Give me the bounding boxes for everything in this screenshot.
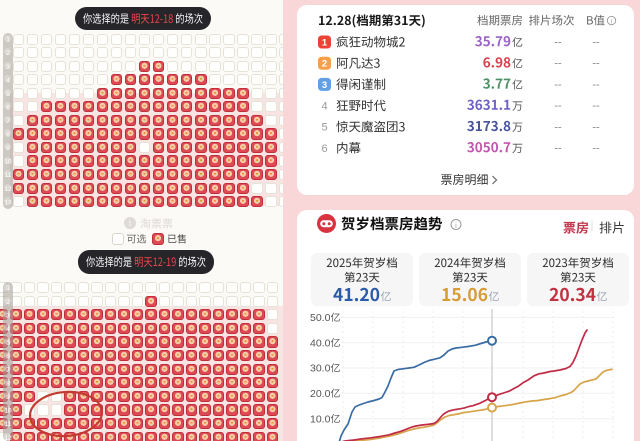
svg-text:1: 1 — [6, 37, 10, 44]
svg-text:8: 8 — [6, 132, 10, 139]
svg-text:6: 6 — [6, 105, 10, 112]
svg-text:--: -- — [592, 143, 600, 155]
svg-text:9: 9 — [6, 145, 10, 152]
svg-text:13: 13 — [4, 199, 12, 206]
svg-text:--: -- — [592, 121, 600, 133]
svg-text:--: -- — [554, 121, 562, 133]
svg-text:2: 2 — [6, 299, 10, 306]
svg-text:5: 5 — [6, 91, 10, 98]
svg-text:2: 2 — [6, 50, 10, 57]
svg-text:--: -- — [592, 100, 600, 112]
svg-text:--: -- — [592, 58, 600, 70]
svg-text:4: 4 — [6, 326, 10, 333]
svg-text:--: -- — [592, 79, 600, 91]
svg-text:--: -- — [554, 143, 562, 155]
svg-text:4: 4 — [321, 101, 327, 113]
svg-text:10: 10 — [4, 408, 12, 415]
svg-text:12: 12 — [4, 435, 12, 441]
svg-text:4: 4 — [6, 77, 10, 84]
svg-text:3: 3 — [6, 312, 10, 319]
svg-text:6: 6 — [321, 143, 327, 155]
svg-text:t: t — [129, 219, 132, 228]
svg-text:1: 1 — [322, 37, 328, 48]
svg-text:5: 5 — [6, 340, 10, 347]
svg-text:2: 2 — [322, 59, 327, 70]
svg-text:7: 7 — [6, 118, 10, 125]
svg-text:--: -- — [554, 37, 562, 49]
svg-text:10.0: 10.0 — [310, 413, 331, 425]
svg-text:10: 10 — [4, 159, 12, 166]
svg-text:--: -- — [554, 100, 562, 112]
svg-text:30.0: 30.0 — [310, 363, 331, 375]
svg-text:i: i — [611, 18, 612, 25]
svg-text:20.0: 20.0 — [310, 388, 331, 400]
svg-text:--: -- — [554, 79, 562, 91]
svg-text:50.0: 50.0 — [310, 312, 331, 324]
svg-text:12: 12 — [4, 186, 12, 193]
svg-text:11: 11 — [5, 421, 12, 428]
svg-text:6: 6 — [6, 353, 10, 360]
svg-text:9: 9 — [6, 394, 10, 401]
svg-text:3: 3 — [322, 80, 327, 91]
svg-text:11: 11 — [5, 172, 12, 179]
svg-text:--: -- — [592, 37, 600, 49]
svg-text:1: 1 — [6, 285, 10, 292]
svg-text:3: 3 — [6, 64, 10, 71]
svg-text:--: -- — [554, 58, 562, 70]
svg-text:5: 5 — [321, 122, 327, 134]
svg-text:40.0: 40.0 — [310, 337, 331, 349]
svg-text:i: i — [455, 221, 457, 230]
svg-text:8: 8 — [6, 380, 10, 387]
svg-text:7: 7 — [6, 367, 10, 374]
